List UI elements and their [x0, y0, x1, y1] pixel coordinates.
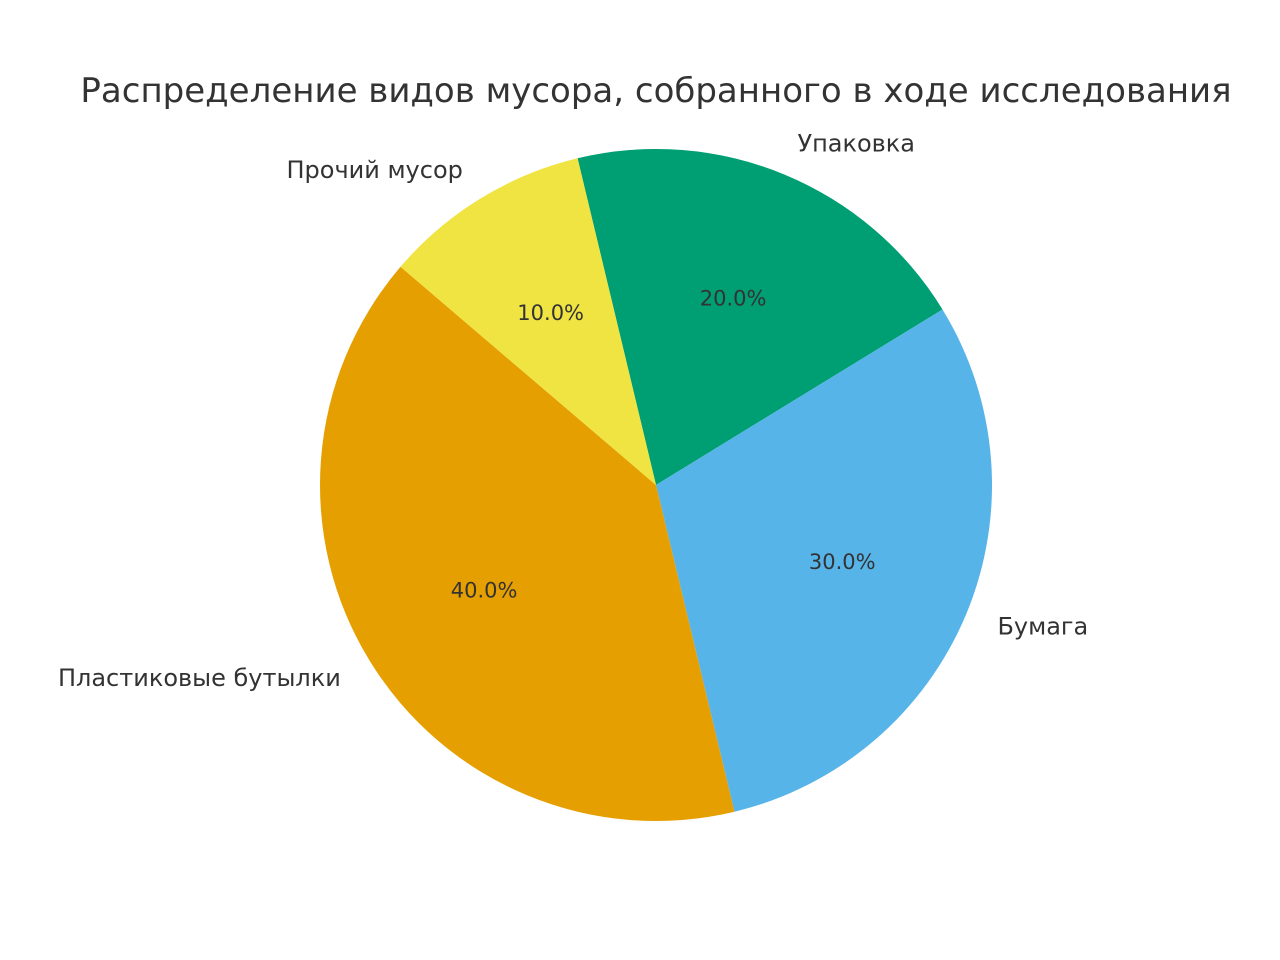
slice-percent-label: 40.0% — [451, 578, 518, 602]
pie-slice-3 — [319, 266, 735, 821]
slice-percent-label: 20.0% — [700, 287, 767, 311]
pie-labels: 20.0% Упаковка 30.0% Бумага 40.0% Пластиковые… — [58, 130, 1088, 693]
slice-category-label: Прочий мусор — [286, 156, 462, 184]
slice-category-label: Бумага — [997, 612, 1088, 640]
pie-slice-2 — [656, 309, 993, 812]
pie-slice-4 — [400, 158, 656, 486]
pie-slices — [319, 149, 993, 821]
slice-percent-label: 30.0% — [809, 550, 876, 574]
slice-category-label: Пластиковые бутылки — [58, 664, 341, 692]
slice-percent-label: 10.0% — [517, 301, 584, 325]
pie-slice-1 — [577, 149, 943, 485]
slice-category-label: Упаковка — [797, 130, 915, 158]
chart-title: Распределение видов мусора, собранного в… — [80, 71, 1231, 111]
